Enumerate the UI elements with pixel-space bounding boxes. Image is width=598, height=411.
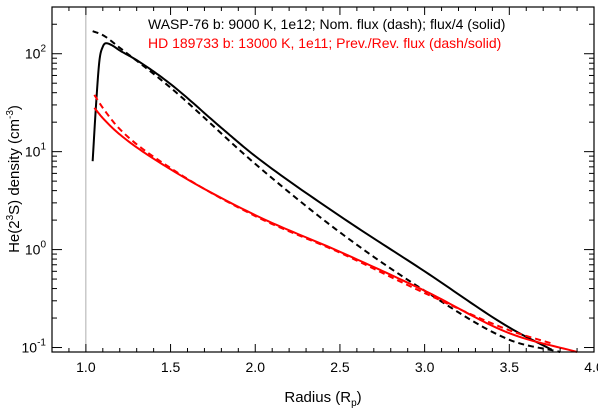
y-tick-base: 10	[22, 340, 38, 356]
y-tick-exponent: 2	[40, 44, 46, 55]
x-tick-label: 1.5	[161, 359, 181, 375]
y-axis-label-main: He(2	[6, 220, 23, 253]
y-tick-exponent: 1	[40, 142, 46, 153]
y-axis-label-tail: )	[6, 105, 23, 110]
y-axis-label-mid: S) density (cm	[6, 119, 23, 215]
series-layer	[91, 30, 578, 353]
y-tick-label: 10-1	[22, 338, 47, 356]
x-tick-label: 2.0	[246, 359, 266, 375]
x-axis-label-sub: p	[351, 398, 357, 409]
y-axis-label-sup1: 3	[5, 214, 16, 220]
legend: WASP-76 b: 9000 K, 1e12; Nom. flux (dash…	[148, 16, 505, 51]
y-tick-label: 100	[25, 240, 47, 258]
x-tick-label: 4.0	[584, 359, 598, 375]
y-tick-exponent: 0	[40, 240, 46, 251]
x-axis-label-main: Radius (R	[284, 389, 351, 406]
y-tick-label: 102	[25, 44, 47, 62]
y-tick-base: 10	[25, 144, 41, 160]
y-axis-label-sup2: -3	[5, 110, 16, 119]
y-tick-exponent: -1	[37, 338, 46, 349]
x-axis-label-tail: )	[357, 389, 362, 406]
x-tick-label: 2.5	[330, 359, 350, 375]
y-tick-label: 101	[25, 142, 47, 160]
series-wasp76-nominal-dash	[92, 30, 561, 353]
legend-entry-hd189733: HD 189733 b: 13000 K, 1e11; Prev./Rev. f…	[148, 35, 501, 51]
y-axis-label: He(23S) density (cm-3)	[5, 105, 23, 253]
y-tick-base: 10	[25, 242, 41, 258]
x-tick-label: 3.0	[415, 359, 435, 375]
x-axis-label: Radius (Rp)	[284, 389, 361, 409]
x-tick-label: 3.5	[500, 359, 520, 375]
legend-entry-wasp76: WASP-76 b: 9000 K, 1e12; Nom. flux (dash…	[148, 16, 505, 32]
y-tick-base: 10	[25, 46, 41, 62]
series-hd189733-previous-dash	[93, 94, 552, 345]
x-tick-label: 1.0	[76, 359, 96, 375]
